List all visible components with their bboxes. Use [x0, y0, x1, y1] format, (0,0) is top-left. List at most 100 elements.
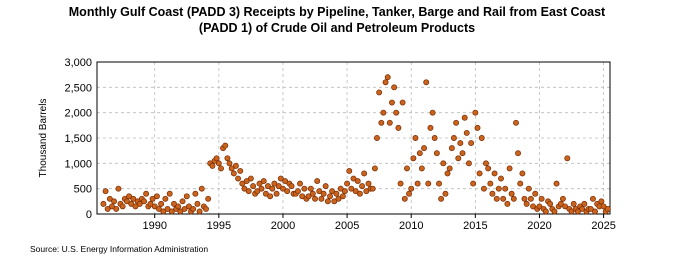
- data-point: [378, 119, 385, 126]
- data-point: [421, 145, 427, 152]
- data-point: [536, 203, 543, 210]
- data-point: [113, 205, 120, 212]
- data-point: [517, 180, 524, 187]
- y-tick-label: 500: [74, 184, 92, 196]
- data-point: [213, 155, 220, 162]
- data-point: [254, 188, 261, 195]
- data-point: [352, 188, 359, 195]
- data-point: [450, 135, 457, 141]
- data-point: [574, 208, 581, 215]
- data-point: [474, 124, 481, 131]
- data-point: [406, 190, 412, 197]
- data-point: [598, 198, 605, 205]
- data-point: [288, 183, 295, 190]
- data-point: [425, 180, 432, 187]
- data-point: [455, 155, 462, 162]
- data-point: [547, 200, 554, 207]
- data-point: [562, 203, 569, 210]
- data-point: [168, 208, 175, 215]
- data-point: [320, 190, 327, 197]
- data-point: [228, 165, 235, 172]
- data-point: [224, 155, 231, 162]
- data-point: [130, 195, 137, 202]
- data-point: [376, 89, 383, 96]
- data-point: [557, 200, 564, 207]
- data-point: [312, 195, 318, 202]
- data-point: [495, 185, 502, 192]
- data-point: [260, 178, 267, 185]
- data-point: [186, 203, 192, 210]
- data-point: [222, 142, 229, 149]
- data-point: [371, 165, 378, 172]
- data-point: [459, 150, 466, 157]
- data-point: [218, 165, 224, 172]
- data-point: [600, 203, 607, 210]
- data-point: [314, 178, 321, 185]
- data-point: [104, 205, 111, 212]
- data-point: [226, 160, 233, 167]
- data-point: [485, 165, 492, 172]
- data-point: [414, 180, 421, 187]
- data-point: [354, 178, 361, 185]
- data-point: [190, 205, 197, 212]
- y-tick-label: 3,000: [64, 57, 92, 69]
- data-point: [333, 190, 340, 197]
- data-point: [143, 190, 150, 197]
- data-point: [241, 185, 248, 192]
- data-point: [504, 200, 511, 207]
- data-point: [151, 203, 158, 210]
- data-point: [295, 188, 301, 195]
- data-point: [100, 200, 107, 207]
- data-point: [523, 200, 530, 207]
- data-point: [404, 165, 410, 172]
- y-tick-label: 2,500: [64, 82, 92, 94]
- data-point: [553, 180, 560, 187]
- data-point: [564, 155, 571, 162]
- data-point: [267, 193, 274, 200]
- data-point: [346, 167, 353, 174]
- data-point: [386, 119, 393, 126]
- data-point: [147, 200, 154, 207]
- x-tick-label: 2005: [335, 220, 359, 232]
- y-tick-label: 2,000: [64, 108, 92, 120]
- data-point: [589, 195, 596, 202]
- data-point: [271, 180, 278, 187]
- data-point: [179, 198, 186, 205]
- data-point: [181, 205, 188, 212]
- data-point: [256, 180, 263, 187]
- data-point: [478, 135, 485, 141]
- data-point: [356, 190, 363, 197]
- data-point: [448, 145, 455, 152]
- data-point: [493, 195, 500, 202]
- chart-title: Monthly Gulf Coast (PADD 3) Receipts by …: [69, 5, 606, 19]
- data-point: [438, 195, 445, 202]
- data-point: [515, 150, 521, 157]
- data-point: [277, 175, 284, 182]
- data-point: [209, 162, 216, 169]
- data-point: [192, 190, 199, 197]
- x-tick-label: 2020: [527, 220, 551, 232]
- data-point: [335, 195, 342, 202]
- y-tick-label: 1,500: [64, 133, 92, 145]
- data-point: [299, 193, 306, 200]
- data-point: [265, 183, 271, 190]
- data-point: [559, 195, 566, 202]
- data-point: [132, 203, 139, 210]
- data-point: [568, 208, 575, 215]
- data-point: [245, 188, 252, 195]
- x-tick-label: 1995: [207, 220, 231, 232]
- data-point: [164, 205, 171, 212]
- data-point: [258, 185, 265, 192]
- data-point: [433, 150, 440, 157]
- data-point: [382, 79, 389, 86]
- data-point: [444, 170, 451, 177]
- data-point: [429, 109, 436, 116]
- data-point: [532, 190, 539, 197]
- data-point: [318, 195, 325, 202]
- data-point: [453, 119, 460, 126]
- chart-subtitle: (PADD 1) of Crude Oil and Petroleum Prod…: [199, 21, 475, 35]
- data-point: [442, 190, 449, 197]
- y-tick-label: 1,000: [64, 158, 92, 170]
- data-point: [115, 185, 122, 192]
- data-point: [410, 155, 417, 162]
